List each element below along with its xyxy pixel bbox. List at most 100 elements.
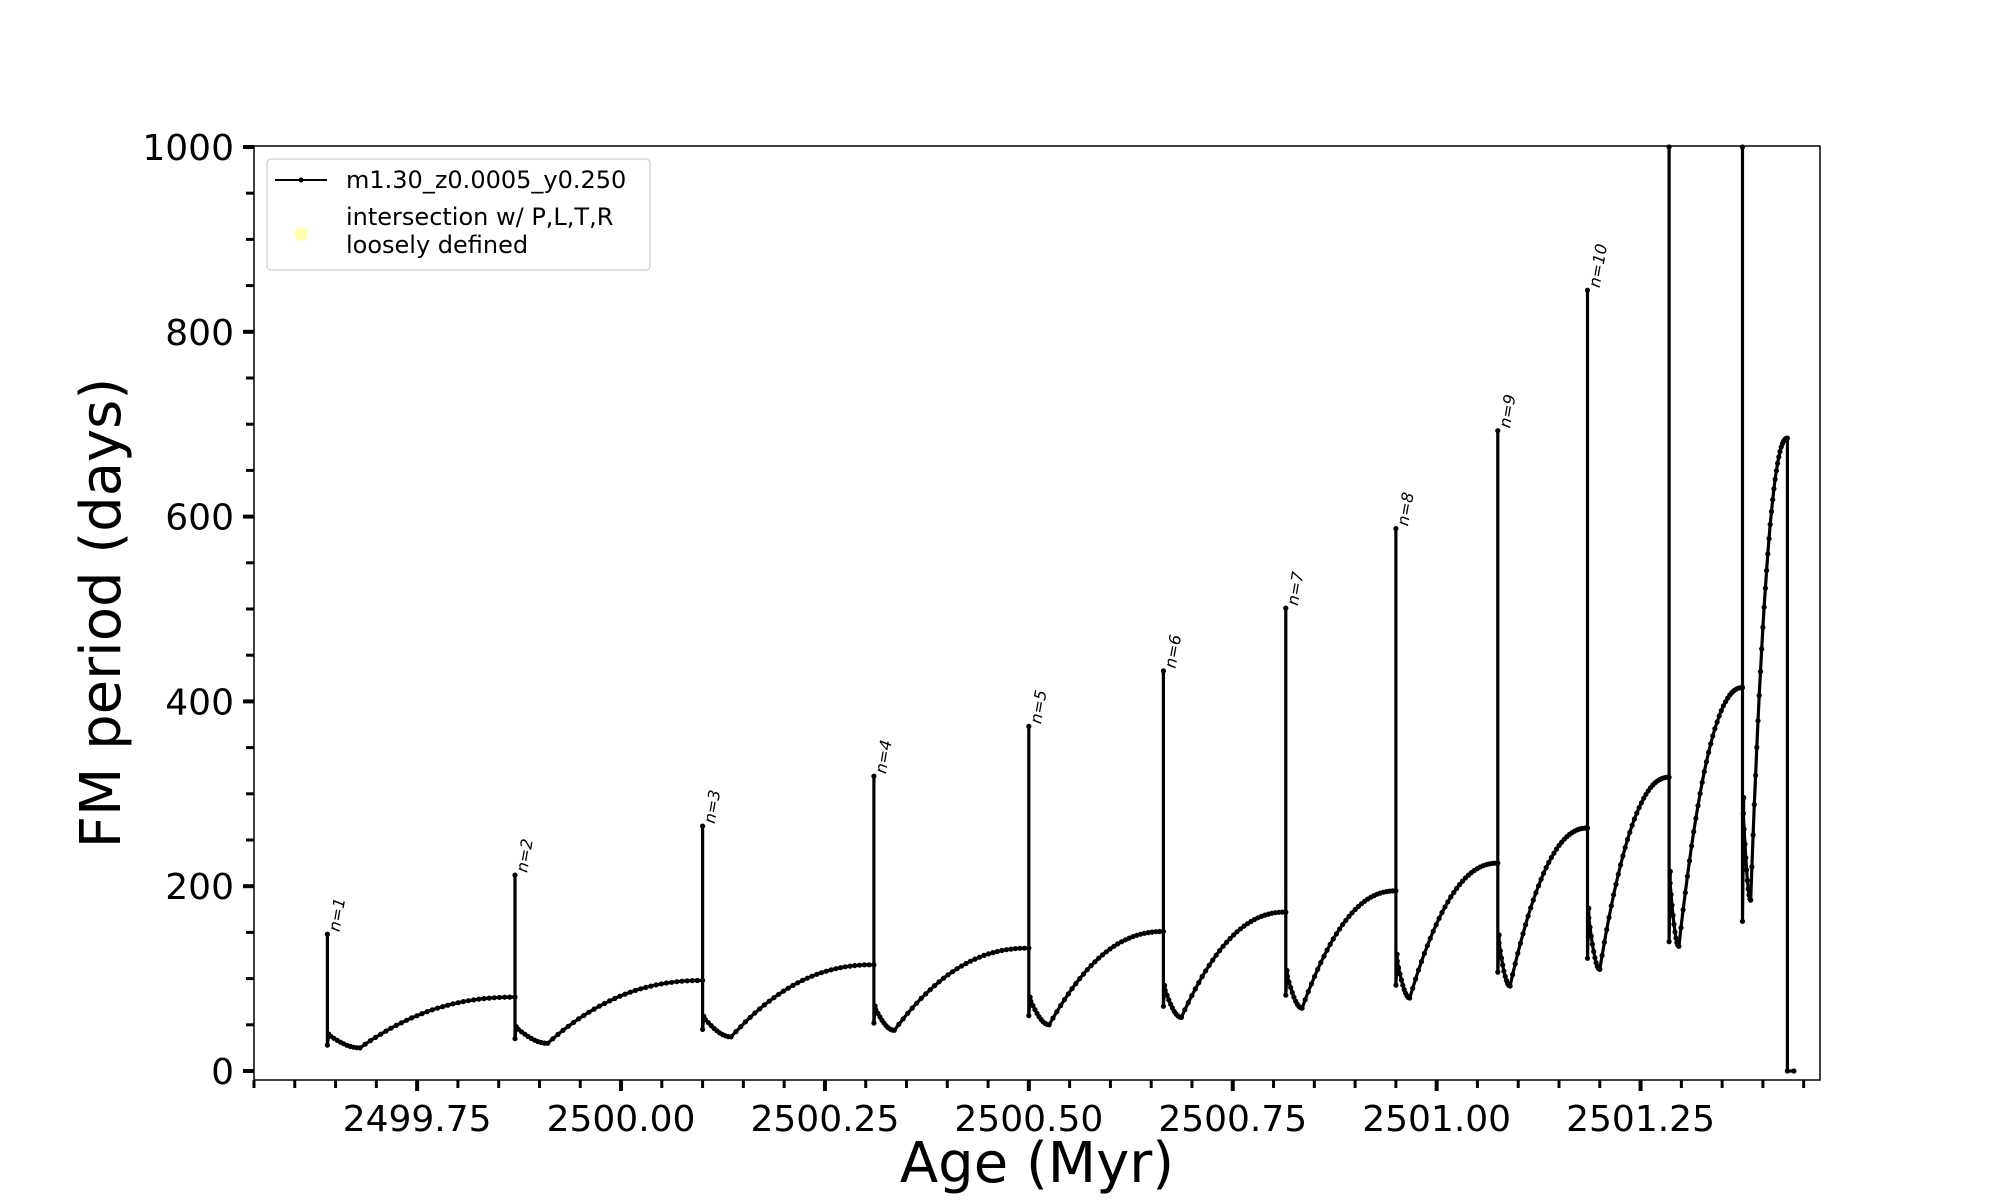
data-point — [1762, 585, 1768, 591]
legend-label-series: m1.30_z0.0005_y0.250 — [346, 166, 626, 194]
data-point — [663, 980, 670, 986]
data-point — [1149, 929, 1155, 935]
y-tick-label: 200 — [165, 867, 234, 908]
data-point — [1535, 883, 1542, 889]
data-point — [669, 979, 675, 985]
data-point — [1495, 428, 1501, 434]
data-point — [1551, 850, 1557, 856]
data-point — [1791, 1068, 1797, 1074]
data-point — [1115, 941, 1121, 947]
data-point — [689, 978, 695, 984]
data-point — [1343, 917, 1349, 923]
data-point — [1160, 1003, 1166, 1009]
data-point — [1283, 992, 1289, 998]
data-point — [1418, 959, 1425, 965]
data-point — [1606, 914, 1612, 921]
data-point — [1765, 551, 1771, 557]
data-point — [1073, 980, 1079, 987]
data-point — [747, 1014, 753, 1020]
data-point — [1689, 843, 1695, 849]
data-point — [1543, 865, 1549, 871]
data-point — [694, 977, 701, 984]
data-point — [1454, 885, 1460, 891]
data-point — [1708, 741, 1714, 747]
data-point — [1686, 858, 1693, 864]
data-point — [434, 1005, 441, 1011]
data-point — [1666, 144, 1672, 150]
data-point — [1160, 928, 1166, 935]
data-point — [1668, 891, 1674, 898]
data-point — [1538, 876, 1544, 882]
data-point — [847, 963, 853, 969]
data-point — [1671, 921, 1677, 927]
data-point — [1189, 993, 1195, 999]
data-point — [1718, 708, 1724, 714]
data-point — [1436, 915, 1442, 922]
data-point — [450, 1001, 456, 1007]
data-point — [795, 980, 801, 986]
data-point — [1638, 800, 1644, 806]
x-tick-label: 2500.00 — [547, 1099, 696, 1140]
data-point — [550, 1036, 556, 1042]
data-point — [403, 1017, 410, 1023]
data-point — [627, 989, 633, 995]
data-point — [1744, 877, 1750, 884]
data-point — [1586, 905, 1592, 912]
data-point — [1695, 803, 1701, 809]
data-point — [1770, 497, 1776, 503]
data-point — [1760, 624, 1766, 631]
data-point — [1620, 853, 1626, 859]
data-point — [909, 1005, 915, 1011]
data-point — [1775, 460, 1781, 466]
data-point — [393, 1022, 399, 1028]
data-point — [1451, 889, 1457, 896]
data-point — [1103, 949, 1109, 955]
data-point — [1742, 841, 1748, 847]
data-point — [1676, 943, 1682, 949]
data-point — [1756, 693, 1762, 699]
data-layer — [324, 144, 1797, 1074]
data-point — [440, 1004, 446, 1010]
data-point — [1706, 749, 1712, 756]
data-point — [1714, 719, 1720, 725]
data-point — [1666, 774, 1672, 780]
y-tick-label: 600 — [165, 498, 234, 539]
data-point — [1777, 448, 1783, 455]
y-tick-label: 800 — [165, 313, 234, 354]
data-point — [1315, 966, 1321, 973]
data-point — [1288, 985, 1294, 991]
data-point — [1520, 931, 1526, 937]
data-point — [1495, 860, 1501, 866]
data-point — [1749, 864, 1755, 870]
data-point — [1682, 890, 1688, 896]
x-axis-title: Age (Myr) — [900, 1131, 1174, 1196]
data-point — [632, 987, 639, 994]
data-point — [1667, 868, 1673, 875]
data-point — [1523, 922, 1529, 928]
data-point — [1776, 454, 1782, 460]
data-point — [1413, 976, 1419, 982]
data-point — [1283, 605, 1289, 611]
data-point — [674, 979, 680, 985]
data-point — [833, 966, 839, 972]
data-point — [914, 1000, 920, 1006]
data-point — [486, 995, 492, 1001]
data-point — [981, 952, 987, 959]
data-point — [1220, 943, 1226, 949]
data-point — [1324, 947, 1330, 953]
data-point — [1396, 965, 1402, 971]
data-point — [1178, 1014, 1184, 1021]
data-point — [923, 991, 929, 997]
data-point — [838, 965, 844, 971]
data-point — [1397, 971, 1403, 977]
data-point — [1507, 983, 1513, 989]
data-point — [1784, 1068, 1790, 1074]
data-point — [771, 995, 777, 1001]
data-point — [607, 998, 613, 1004]
data-point — [357, 1045, 363, 1051]
data-point — [1589, 941, 1595, 947]
data-point — [1548, 854, 1554, 861]
data-point — [1349, 910, 1355, 916]
data-point — [752, 1010, 758, 1016]
data-point — [1768, 508, 1775, 515]
